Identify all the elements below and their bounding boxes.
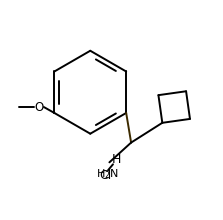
- Text: O: O: [34, 101, 43, 114]
- Text: H$_2$N: H$_2$N: [96, 167, 119, 181]
- Text: H: H: [111, 153, 121, 166]
- Text: Cl: Cl: [99, 169, 111, 182]
